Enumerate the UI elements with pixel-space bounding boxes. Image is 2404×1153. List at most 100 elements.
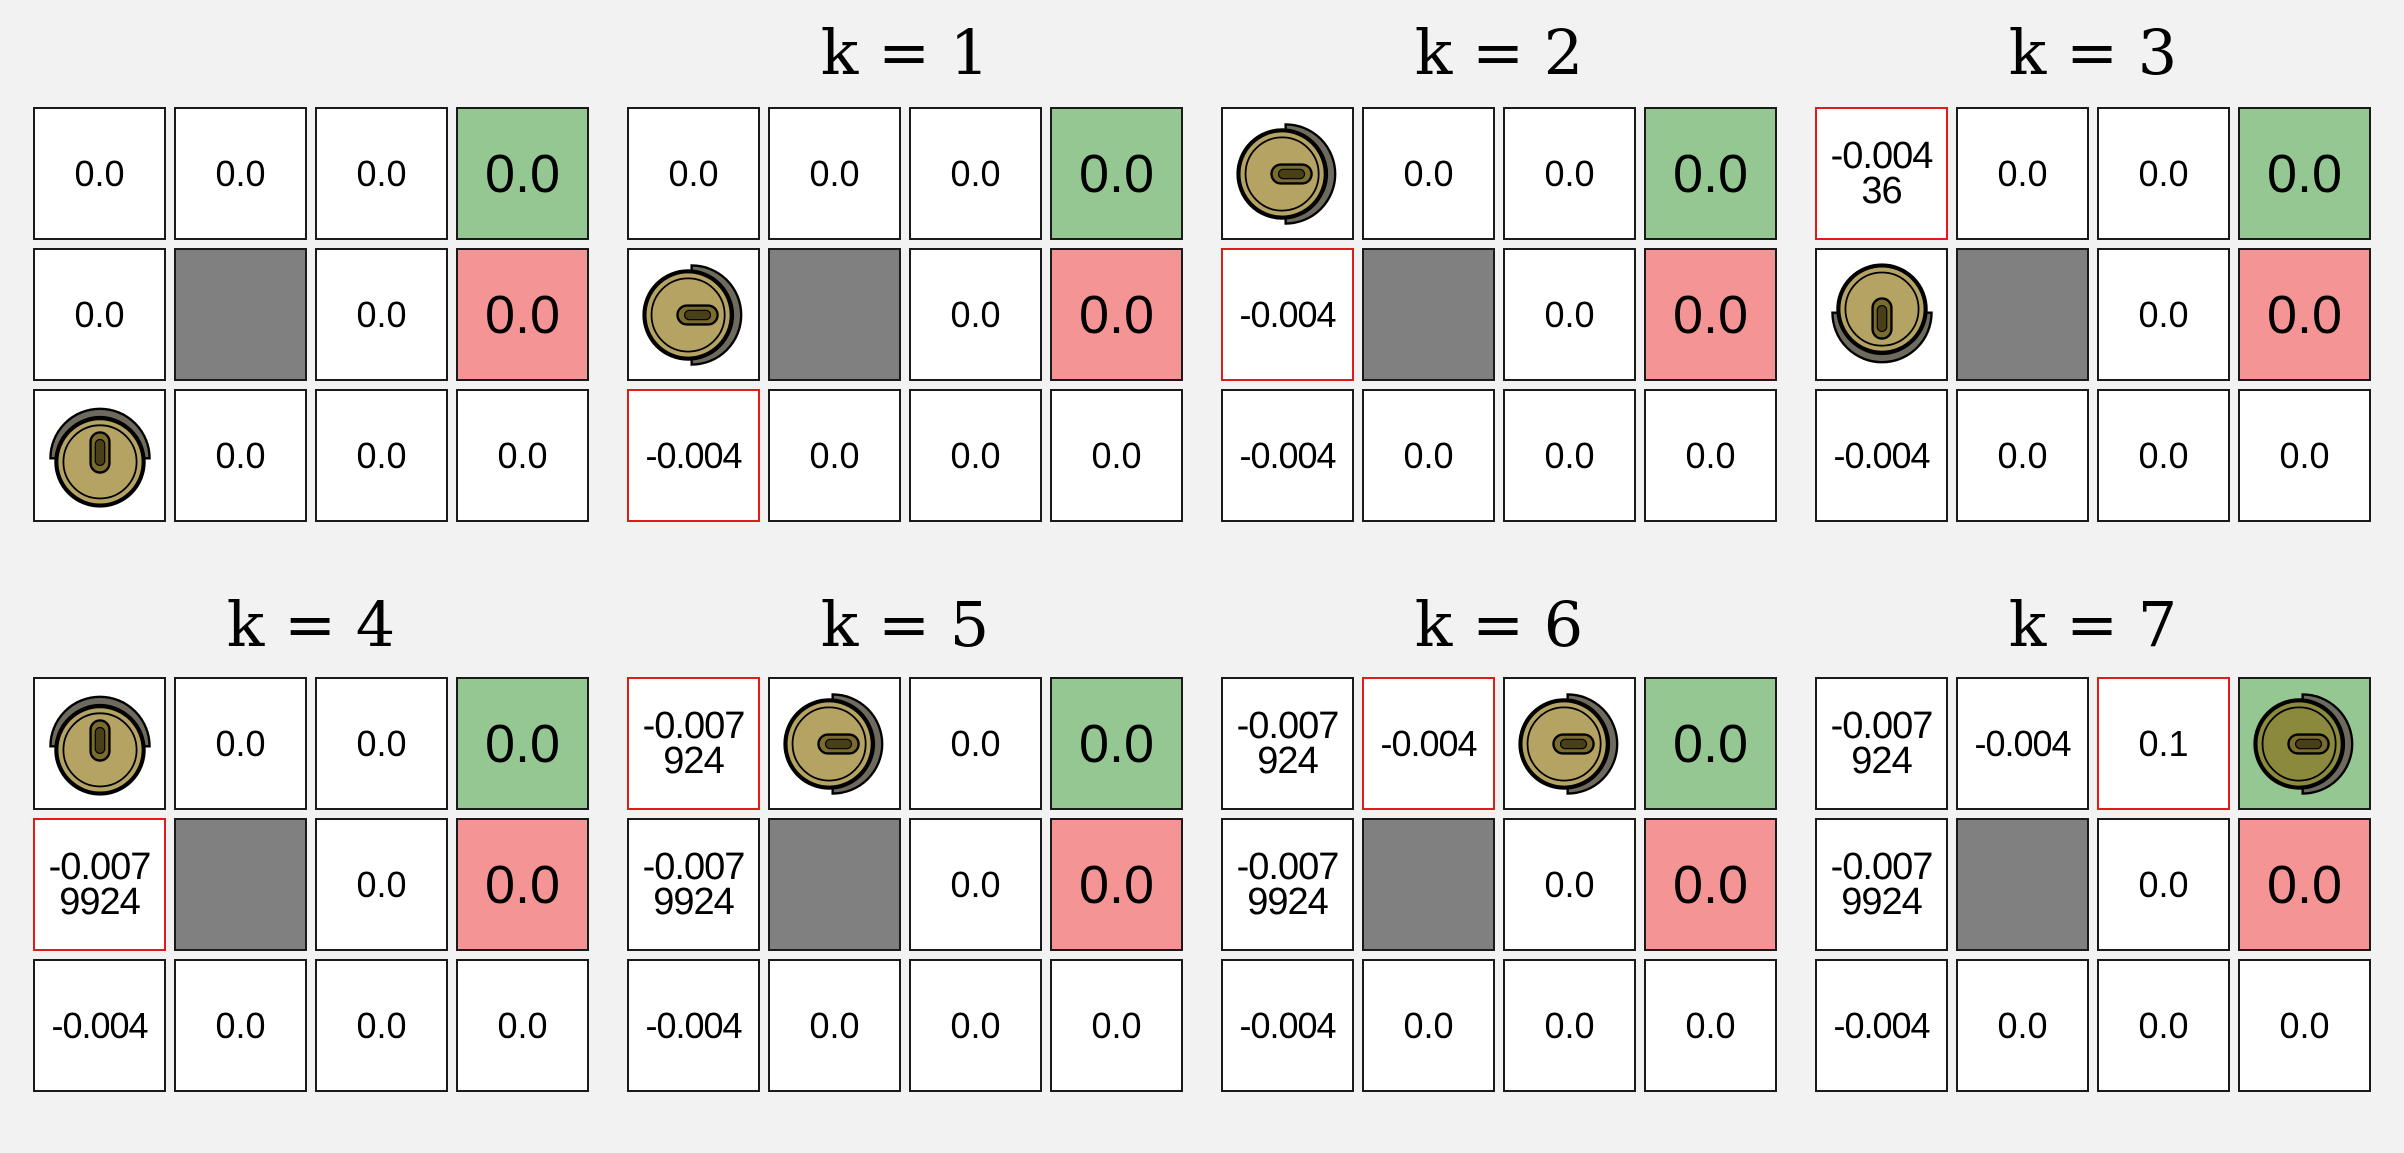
grid-cell: 0.0 — [2238, 959, 2371, 1092]
cell-value: 0.0 — [1544, 863, 1595, 905]
grid-cell: 0.0 — [909, 107, 1042, 240]
wall-cell — [768, 248, 901, 381]
cell-value: 0.0 — [215, 152, 266, 194]
goal-cell: 0.0 — [456, 677, 589, 810]
updated-cell: 0.1 — [2097, 677, 2230, 810]
cell-value: -0.004 — [1239, 1004, 1336, 1046]
updated-cell: -0.007 924 — [627, 677, 760, 810]
cell-value: 0.0 — [1672, 854, 1749, 915]
grid-cell: -0.007 924 — [1221, 677, 1354, 810]
cell-value: 0.0 — [1544, 434, 1595, 476]
gridworld: 0.0 0.0 0.0 0.0 0.0 0.0 -0.004 0.0 0.0 0.0 — [627, 107, 1183, 523]
cell-value: 0.0 — [484, 713, 561, 774]
cell-value: -0.004 — [1380, 722, 1477, 764]
grid-cell: 0.0 — [456, 389, 589, 522]
grid-cell: 0.0 — [174, 389, 307, 522]
gridworld: 0.0 0.0 0.0 0.0 0.0 0.0 0.0 0.0 0.0 0.0 — [33, 107, 589, 523]
grid-cell: -0.007 9924 — [1815, 818, 1948, 951]
grid-cell — [627, 248, 760, 381]
cell-value: 0.0 — [1078, 854, 1155, 915]
grid-cell: 0.0 — [174, 677, 307, 810]
gridworld: -0.007 924 -0.004 0.0 -0.007 9924 0.0 0.0 -0.0… — [1221, 677, 1777, 1093]
cell-value: -0.004 — [1239, 293, 1336, 335]
cell-value: -0.007 9924 — [48, 845, 152, 923]
cell-value: 0.0 — [484, 854, 561, 915]
cell-value: 0.0 — [809, 152, 860, 194]
grid-cell: 0.0 — [1362, 389, 1495, 522]
grid-cell — [33, 677, 166, 810]
cell-value: 0.0 — [2279, 434, 2330, 476]
cell-value: 0.0 — [950, 722, 1001, 764]
cell-value: 0.0 — [1997, 1004, 2048, 1046]
wall-cell — [1956, 248, 2089, 381]
cell-value: 0.0 — [1544, 152, 1595, 194]
grid-cell: 0.0 — [1503, 107, 1636, 240]
grid-cell: 0.0 — [315, 677, 448, 810]
cell-value: 0.0 — [356, 434, 407, 476]
cell-value: 0.0 — [356, 293, 407, 335]
grid-cell: 0.0 — [315, 248, 448, 381]
grid-cell — [1221, 107, 1354, 240]
cell-value: 0.0 — [74, 293, 125, 335]
goal-cell: 0.0 — [1644, 107, 1777, 240]
cell-value: -0.007 9924 — [1236, 845, 1340, 923]
grid-cell: 0.0 — [768, 107, 901, 240]
cell-value: 0.0 — [1685, 434, 1736, 476]
robot-vacuum-icon — [1518, 693, 1619, 795]
cell-value: 0.0 — [950, 152, 1001, 194]
grid-cell: 0.0 — [1956, 389, 2089, 522]
cell-value: 0.0 — [1078, 143, 1155, 204]
cell-value: 0.0 — [356, 1004, 407, 1046]
grid-cell: 0.0 — [2238, 389, 2371, 522]
panel-title: k = 2 — [1414, 16, 1584, 89]
robot-vacuum-icon — [783, 693, 884, 795]
panel-title: k = 1 — [820, 16, 990, 89]
cell-value: -0.004 — [51, 1004, 148, 1046]
cell-value: 0.0 — [1078, 284, 1155, 345]
cell-value: -0.007 9924 — [1830, 845, 1934, 923]
grid-cell: 0.0 — [2097, 959, 2230, 1092]
grid-cell: 0.0 — [1503, 389, 1636, 522]
grid-cell: 0.0 — [1956, 959, 2089, 1092]
cell-value: 0.0 — [2266, 854, 2343, 915]
grid-cell: 0.0 — [1362, 107, 1495, 240]
cell-value: -0.007 924 — [642, 704, 746, 782]
panel-title: k = 7 — [2008, 588, 2178, 661]
pit-cell: 0.0 — [456, 248, 589, 381]
updated-cell: -0.004 — [1362, 677, 1495, 810]
goal-cell: 0.0 — [1644, 677, 1777, 810]
cell-value: 0.0 — [2279, 1004, 2330, 1046]
grid-cell: -0.004 — [1956, 677, 2089, 810]
grid-cell: 0.0 — [174, 107, 307, 240]
grid-cell: -0.004 — [627, 959, 760, 1092]
gridworld: -0.007 924 -0.004 0.1 -0.007 9924 0.0 0.0 -0.0… — [1815, 677, 2371, 1093]
goal-cell: 0.0 — [1050, 677, 1183, 810]
grid-cell: 0.0 — [2097, 248, 2230, 381]
grid-cell: -0.007 924 — [1815, 677, 1948, 810]
grid-cell: 0.0 — [315, 818, 448, 951]
cell-value: 0.0 — [1403, 152, 1454, 194]
grid-cell: 0.0 — [456, 959, 589, 1092]
cell-value: -0.004 — [645, 1004, 742, 1046]
robot-vacuum-icon — [1236, 123, 1337, 225]
gridworld: -0.007 924 0.0 0.0 -0.007 9924 0.0 0.0 -0.004 0… — [627, 677, 1183, 1093]
grid-cell: 0.0 — [909, 389, 1042, 522]
grid-cell: 0.0 — [1050, 389, 1183, 522]
grid-cell: 0.0 — [909, 248, 1042, 381]
goal-cell: 0.0 — [1050, 107, 1183, 240]
cell-value: 0.0 — [809, 1004, 860, 1046]
cell-value: -0.004 — [1833, 434, 1930, 476]
grid-cell: 0.0 — [768, 389, 901, 522]
pit-cell: 0.0 — [2238, 818, 2371, 951]
panel-title: k = 3 — [2008, 16, 2178, 89]
grid-cell: 0.0 — [909, 818, 1042, 951]
grid-cell: 0.0 — [315, 959, 448, 1092]
cell-value: 0.0 — [356, 152, 407, 194]
wall-cell — [1362, 248, 1495, 381]
grid-cell — [1503, 677, 1636, 810]
cell-value: 0.0 — [950, 863, 1001, 905]
cell-value: 0.0 — [356, 722, 407, 764]
cell-value: 0.0 — [950, 293, 1001, 335]
cell-value: 0.0 — [2266, 143, 2343, 204]
cell-value: 0.0 — [215, 722, 266, 764]
